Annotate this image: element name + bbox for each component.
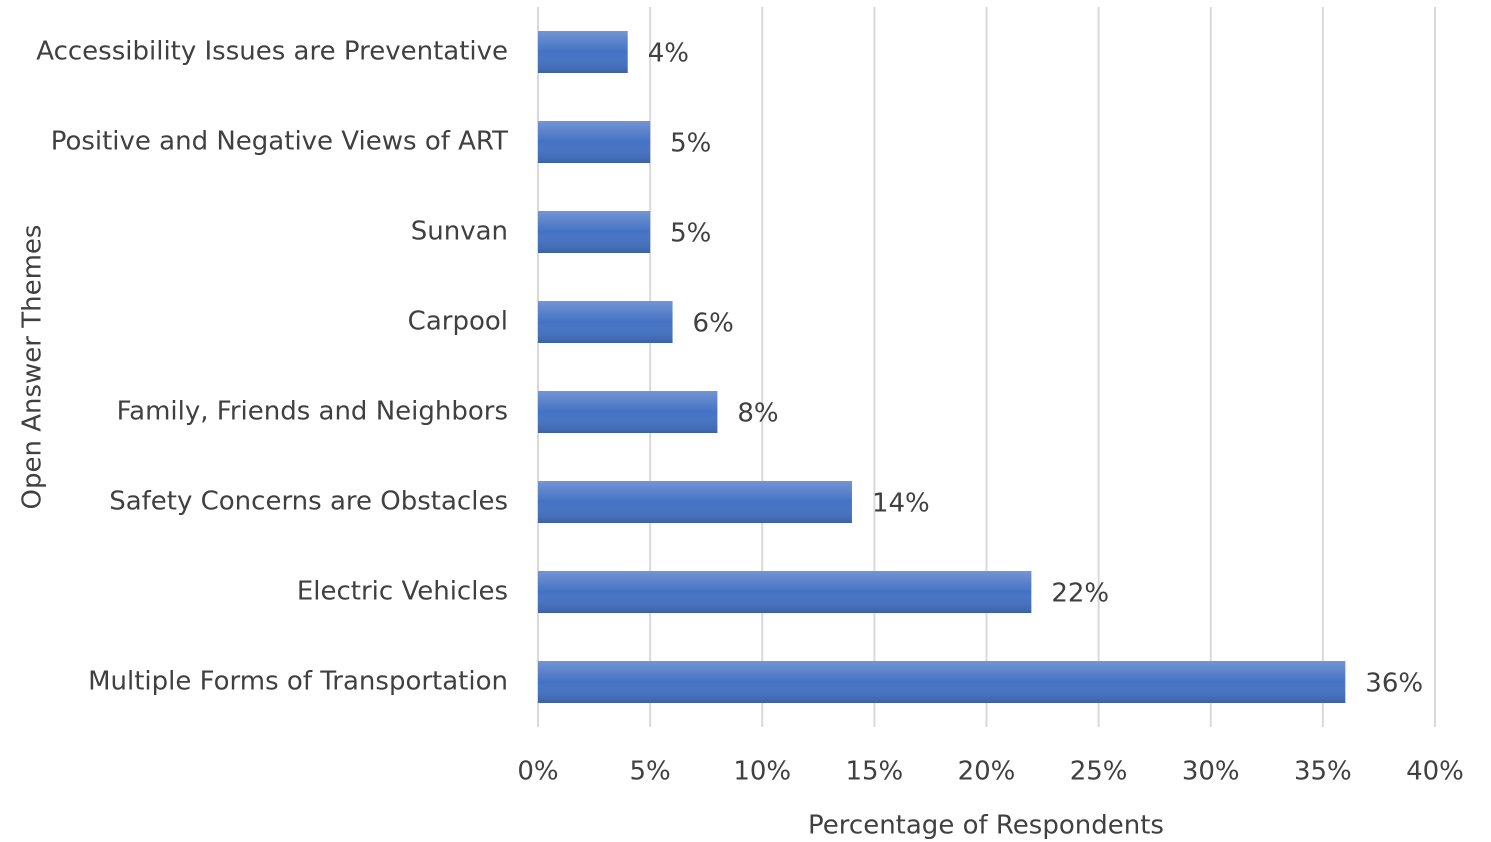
value-label: 4% <box>648 39 689 69</box>
y-tick-label: Sunvan <box>411 217 508 247</box>
x-tick-label: 20% <box>958 757 1016 787</box>
bar <box>538 661 1346 703</box>
x-tick-label: 15% <box>845 757 903 787</box>
bar <box>538 31 628 73</box>
bar <box>538 481 852 523</box>
x-tick-label: 10% <box>733 757 791 787</box>
x-tick-label: 5% <box>630 757 671 787</box>
y-tick-label: Carpool <box>408 307 508 337</box>
y-tick-label: Safety Concerns are Obstacles <box>109 487 508 517</box>
bar <box>538 211 651 253</box>
x-tick-label: 30% <box>1182 757 1240 787</box>
bar <box>538 571 1032 613</box>
value-label: 22% <box>1051 579 1109 609</box>
x-tick-label: 35% <box>1294 757 1352 787</box>
value-label: 8% <box>737 399 778 429</box>
value-label: 36% <box>1365 669 1423 699</box>
bar <box>538 301 673 343</box>
y-axis-label: Open Answer Themes <box>18 225 48 510</box>
bar <box>538 391 718 433</box>
y-tick-label: Multiple Forms of Transportation <box>88 667 508 697</box>
bar <box>538 121 651 163</box>
y-tick-label: Family, Friends and Neighbors <box>117 397 508 427</box>
y-tick-label: Electric Vehicles <box>297 577 508 607</box>
x-tick-label: 40% <box>1406 757 1464 787</box>
y-tick-label: Accessibility Issues are Preventative <box>36 37 508 67</box>
x-axis-label: Percentage of Respondents <box>808 811 1164 841</box>
y-tick-label: Positive and Negative Views of ART <box>51 127 508 157</box>
value-label: 14% <box>872 489 930 519</box>
value-label: 6% <box>693 309 734 339</box>
x-tick-label: 0% <box>517 757 558 787</box>
value-label: 5% <box>670 129 711 159</box>
value-label: 5% <box>670 219 711 249</box>
x-tick-label: 25% <box>1070 757 1128 787</box>
